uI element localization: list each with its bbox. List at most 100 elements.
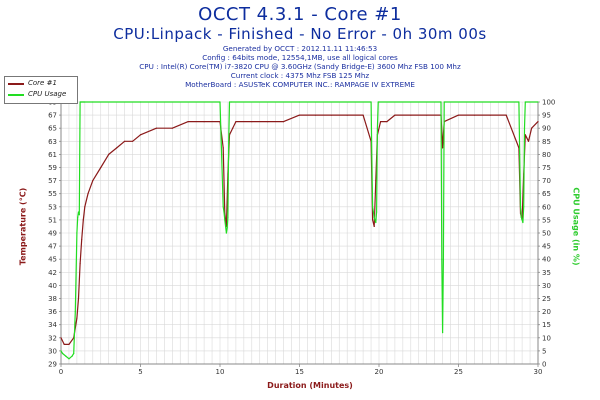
point-cpu-usage — [76, 232, 78, 234]
info-line-config: Config : 64bits mode, 12554,1MB, use all… — [202, 53, 398, 62]
point-core-1 — [394, 114, 396, 116]
point-cpu-usage — [84, 101, 86, 103]
point-cpu-usage — [375, 221, 377, 224]
y-left-tick-label: 30 — [48, 347, 57, 355]
point-core-1 — [426, 114, 428, 116]
y-right-tick-label: 30 — [542, 282, 551, 290]
point-cpu-usage — [372, 211, 375, 213]
point-core-1 — [155, 127, 157, 129]
point-core-1 — [232, 127, 234, 129]
point-core-1 — [76, 317, 78, 319]
y-right-tick-label: 50 — [542, 230, 551, 238]
point-core-1 — [386, 121, 388, 123]
point-cpu-usage — [92, 101, 94, 103]
y-right-tick-label: 0 — [542, 361, 546, 369]
point-cpu-usage — [440, 101, 442, 103]
point-cpu-usage — [370, 101, 372, 103]
point-core-1 — [314, 114, 316, 116]
x-tick-label: 0 — [59, 368, 63, 376]
y-left-tick-label: 61 — [48, 151, 57, 159]
point-core-1 — [283, 121, 285, 123]
y-right-tick-label: 5 — [542, 347, 546, 355]
point-core-1 — [60, 337, 62, 339]
point-cpu-usage — [77, 216, 79, 218]
y-right-tick-label: 45 — [542, 243, 551, 251]
y-right-tick-label: 80 — [542, 151, 551, 159]
point-cpu-usage — [139, 101, 142, 103]
point-cpu-usage — [442, 331, 444, 334]
point-core-1 — [139, 134, 142, 136]
point-cpu-usage — [519, 153, 521, 155]
series-line-cpu-usage — [60, 101, 538, 360]
point-core-1 — [362, 114, 364, 116]
point-core-1 — [442, 147, 444, 149]
y-left-tick-label: 38 — [48, 295, 57, 303]
chart-title: OCCT 4.3.1 - Core #1 — [198, 4, 402, 25]
point-cpu-usage — [442, 258, 444, 260]
point-core-1 — [68, 343, 70, 345]
point-cpu-usage — [223, 211, 225, 213]
point-cpu-usage — [373, 216, 375, 218]
y-right-tick-label: 10 — [542, 334, 551, 342]
point-core-1 — [131, 140, 134, 142]
y-right-tick-label: 20 — [542, 308, 551, 316]
legend-swatch-core — [8, 83, 24, 85]
point-cpu-usage — [60, 350, 62, 352]
y-left-tick-label: 32 — [48, 334, 57, 342]
y-right-tick-label: 55 — [542, 216, 551, 224]
y-left-tick-label: 55 — [48, 190, 57, 198]
point-cpu-usage — [523, 127, 526, 129]
chart-legend: Core #1 CPU Usage — [4, 76, 78, 104]
y-left-tick-label: 47 — [48, 243, 57, 251]
y-right-tick-label: 25 — [542, 295, 551, 303]
point-cpu-usage — [298, 101, 301, 103]
point-core-1 — [82, 219, 84, 221]
point-cpu-usage — [227, 216, 229, 218]
point-core-1 — [79, 262, 81, 265]
point-core-1 — [87, 193, 89, 195]
x-tick-label: 25 — [454, 368, 463, 376]
point-cpu-usage — [225, 232, 227, 234]
y-left-tick-label: 34 — [48, 321, 57, 329]
point-core-1 — [346, 114, 348, 116]
point-cpu-usage — [521, 219, 523, 221]
point-core-1 — [473, 114, 475, 116]
point-cpu-usage — [371, 153, 373, 155]
point-core-1 — [116, 147, 118, 149]
y-left-tick-label: 63 — [48, 138, 57, 146]
point-cpu-usage — [372, 206, 374, 208]
point-core-1 — [63, 343, 65, 345]
point-cpu-usage — [226, 227, 228, 229]
legend-item-core: Core #1 — [8, 79, 76, 89]
y-axis-right-label: CPU Usage (in %) — [571, 187, 581, 266]
point-core-1 — [379, 121, 382, 123]
y-right-tick-label: 40 — [542, 256, 551, 264]
x-tick-label: 20 — [375, 368, 384, 376]
point-core-1 — [298, 114, 301, 116]
point-cpu-usage — [220, 153, 223, 155]
point-core-1 — [505, 114, 507, 116]
x-tick-label: 5 — [138, 368, 142, 376]
point-core-1 — [84, 206, 86, 208]
point-core-1 — [457, 114, 460, 116]
y-right-tick-label: 15 — [542, 321, 551, 329]
point-cpu-usage — [78, 214, 80, 216]
point-cpu-usage — [228, 101, 231, 103]
info-line-generated: Generated by OCCT : 2012.11.11 11:46:53 — [222, 44, 378, 53]
point-cpu-usage — [74, 311, 76, 313]
y-left-tick-label: 53 — [48, 203, 57, 211]
y-left-tick-label: 42 — [48, 269, 57, 277]
x-tick-label: 10 — [216, 368, 225, 376]
y-left-tick-label: 65 — [48, 125, 57, 133]
point-core-1 — [372, 219, 374, 221]
point-cpu-usage — [519, 206, 522, 208]
point-cpu-usage — [524, 101, 526, 103]
point-core-1 — [235, 121, 237, 123]
info-line-motherboard: MotherBoard : ASUSTeK COMPUTER INC.: RAM… — [185, 80, 415, 89]
point-cpu-usage — [71, 355, 73, 357]
point-cpu-usage — [374, 219, 376, 221]
y-right-tick-label: 70 — [542, 177, 551, 185]
point-cpu-usage — [73, 352, 75, 355]
y-left-tick-label: 51 — [48, 216, 57, 224]
y-left-tick-label: 45 — [48, 256, 57, 264]
